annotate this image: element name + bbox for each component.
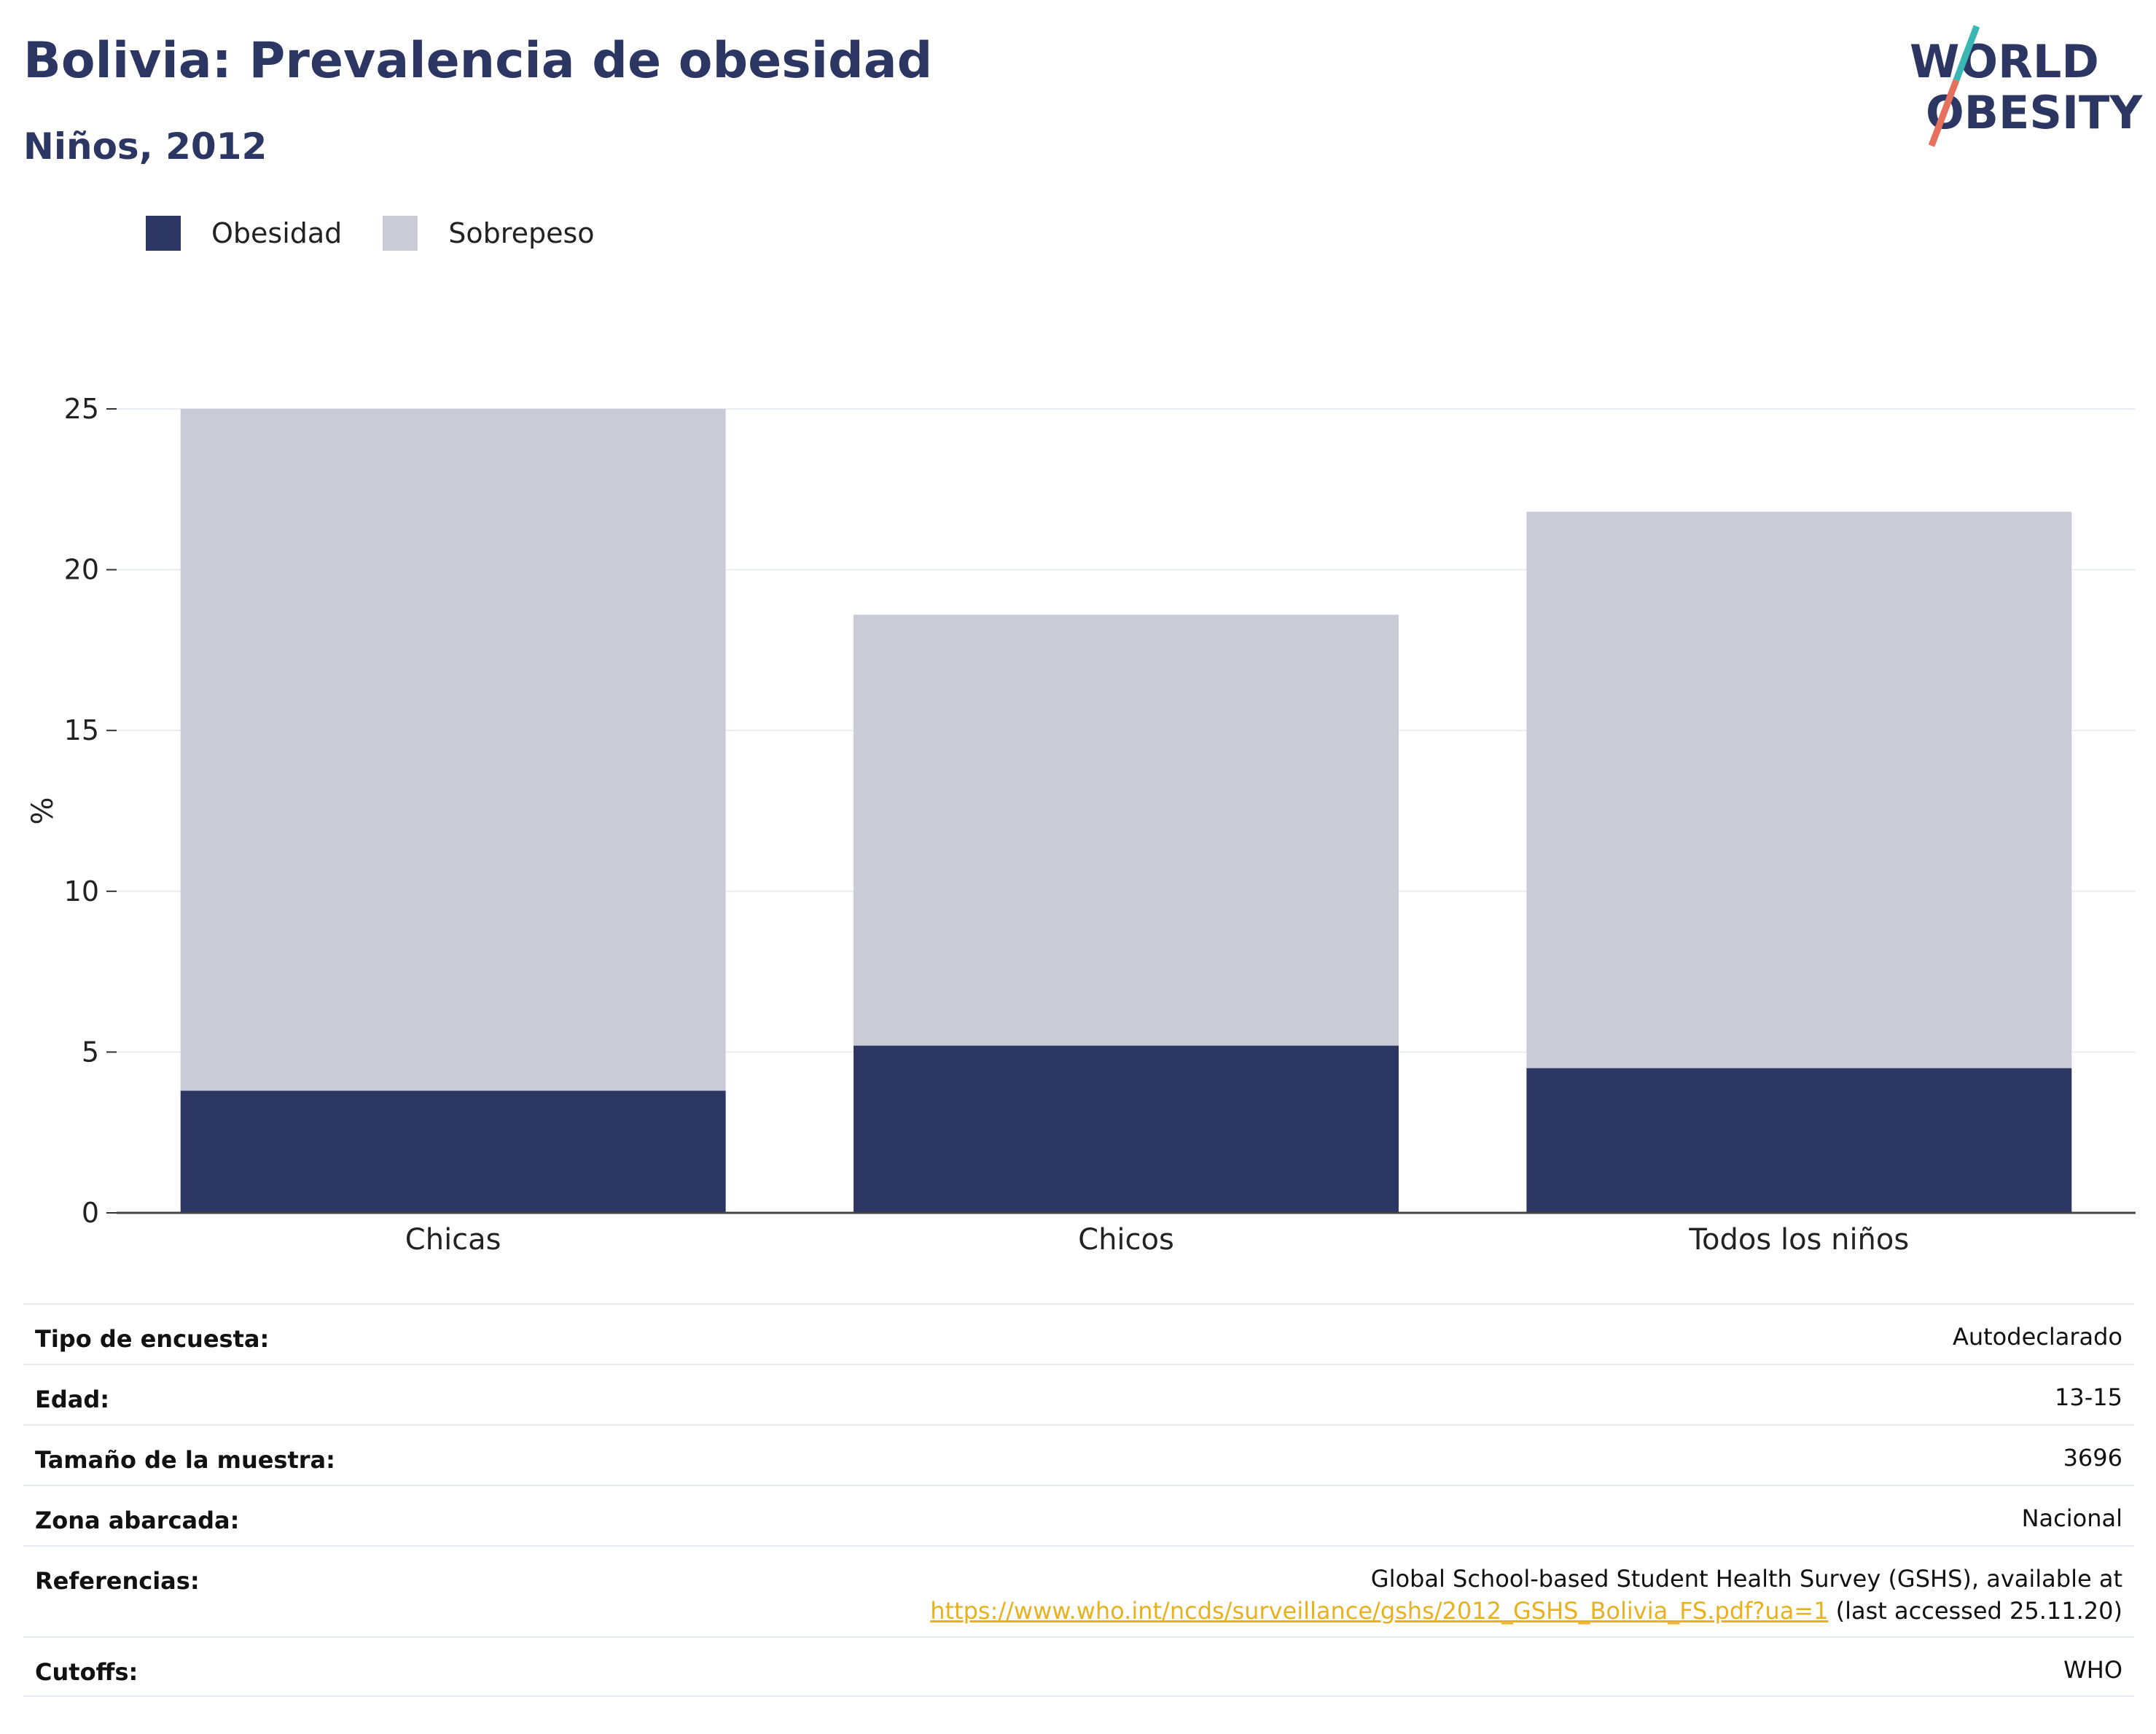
reference-suffix: (last accessed 25.11.20): [1828, 1597, 2122, 1625]
x-tick-label: Chicos: [1078, 1223, 1174, 1257]
bar-sobrepeso-3: [1526, 512, 2072, 1069]
world-obesity-logo: WORLD OBESITY: [1910, 25, 2143, 147]
reference-link[interactable]: https://www.who.int/ncds/surveillance/gs…: [930, 1597, 1829, 1625]
meta-row-area: Zona abarcada: Nacional: [23, 1485, 2134, 1545]
chart-title: Bolivia: Prevalencia de obesidad: [23, 32, 933, 90]
stacked-bar-chart: 0 5 10 15 20 25% Chicas Chicos Todos los niños: [26, 393, 2136, 1257]
meta-row-cutoffs: Cutoffs: WHO: [23, 1636, 2134, 1697]
y-tick-label: 25: [64, 393, 99, 425]
y-tick-label: 10: [64, 875, 99, 907]
logo-line1: WORLD: [1910, 35, 2099, 88]
y-tick-label: 0: [82, 1197, 99, 1229]
legend-label-obesidad: Obesidad: [211, 217, 343, 249]
meta-value: WHO: [2063, 1656, 2122, 1684]
meta-value-references: Global School-based Student Health Surve…: [930, 1563, 2122, 1627]
chart-legend: Obesidad Sobrepeso: [146, 216, 636, 251]
y-tick-label: 15: [64, 714, 99, 746]
meta-value: Nacional: [2021, 1504, 2122, 1532]
meta-row-references: Referencias: Global School-based Student…: [23, 1545, 2134, 1636]
meta-key: Tipo de encuesta:: [35, 1325, 270, 1353]
bar-obesidad-2: [854, 1045, 1399, 1213]
meta-key: Cutoffs:: [35, 1658, 138, 1686]
y-tick-label: 5: [82, 1036, 99, 1068]
logo-slash-teal: [1953, 25, 1980, 82]
meta-key: Tamaño de la muestra:: [35, 1446, 335, 1474]
legend-label-sobrepeso: Sobrepeso: [448, 217, 595, 249]
bar-obesidad-3: [1526, 1068, 2072, 1213]
chart-subtitle: Niños, 2012: [23, 125, 267, 168]
meta-key: Referencias:: [35, 1567, 200, 1595]
y-tick-label: 20: [64, 554, 99, 586]
bar-sobrepeso-2: [854, 614, 1399, 1046]
meta-value: 3696: [2063, 1444, 2122, 1472]
x-tick-label: Todos los niños: [1688, 1223, 1909, 1257]
meta-key: Zona abarcada:: [35, 1507, 240, 1534]
logo-slash-coral: [1928, 79, 1960, 147]
x-tick-label: Chicas: [405, 1223, 501, 1257]
meta-row-survey-type: Tipo de encuesta: Autodeclarado: [23, 1303, 2134, 1364]
survey-metadata-table: Tipo de encuesta: Autodeclarado Edad: 13…: [23, 1303, 2134, 1697]
meta-row-sample-size: Tamaño de la muestra: 3696: [23, 1424, 2134, 1485]
logo-line2: OBESITY: [1926, 86, 2143, 139]
bar-obesidad-1: [180, 1090, 726, 1213]
bar-sobrepeso-1: [180, 409, 726, 1091]
legend-swatch-obesidad: [146, 216, 181, 251]
meta-value: Autodeclarado: [1952, 1323, 2122, 1351]
legend-swatch-sobrepeso: [383, 216, 418, 251]
meta-row-age: Edad: 13-15: [23, 1364, 2134, 1424]
meta-key: Edad:: [35, 1386, 110, 1413]
y-axis-label: %: [26, 797, 60, 824]
meta-value: 13-15: [2055, 1383, 2122, 1411]
reference-text: Global School-based Student Health Surve…: [1370, 1565, 2122, 1593]
